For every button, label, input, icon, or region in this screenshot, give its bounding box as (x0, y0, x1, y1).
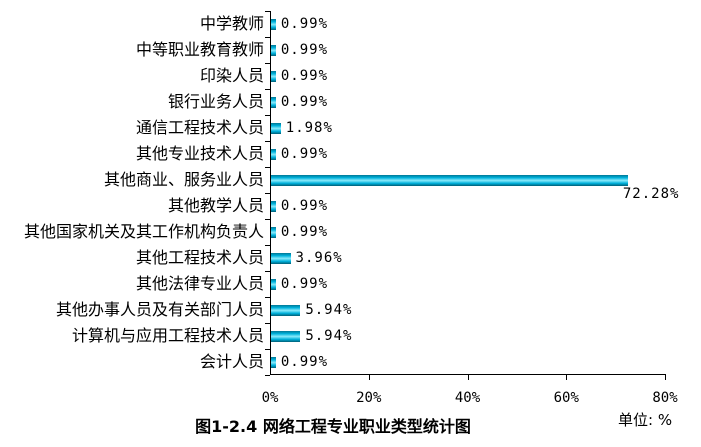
category-label: 会计人员 (199, 352, 264, 371)
chart-row: 其他商业、服务业人员 72.28% (0, 167, 701, 202)
chart-row: 其他工程技术人员 3.96% (0, 245, 701, 271)
category-label: 其他教学人员 (167, 196, 264, 215)
y-axis-tick (265, 193, 270, 194)
category-label: 其他专业技术人员 (135, 144, 264, 163)
chart-bar (271, 201, 276, 212)
chart-bar (271, 123, 281, 134)
chart-row: 中学教师 0.99% (0, 11, 701, 37)
x-axis-tick-label: 60% (553, 390, 579, 406)
y-axis-tick (265, 375, 270, 376)
category-label: 其他办事人员及有关部门人员 (55, 300, 264, 319)
bar-rows: 中学教师 0.99% 中等职业教育教师 0.99% 印染人员 0.99% 银行业务人员 0.9… (0, 11, 701, 376)
chart-bar (271, 97, 276, 108)
chart-bar (271, 357, 276, 368)
category-label: 中等职业教育教师 (135, 40, 264, 59)
chart-bar (271, 227, 276, 238)
value-label: 5.94% (305, 328, 353, 344)
y-axis-tick (265, 115, 270, 116)
chart-caption: 图1-2.4 网络工程专业职业类型统计图 (195, 417, 471, 436)
x-axis-tick-label: 20% (356, 390, 382, 406)
y-axis-tick (265, 89, 270, 90)
value-label: 72.28% (622, 186, 680, 202)
y-axis-tick (265, 167, 270, 168)
y-axis-tick (265, 63, 270, 64)
chart-row: 会计人员 0.99% (0, 349, 701, 375)
value-label: 0.99% (280, 16, 329, 32)
chart-bar (271, 305, 300, 316)
category-label: 通信工程技术人员 (135, 118, 264, 137)
y-axis-tick (265, 11, 270, 12)
category-label: 其他国家机关及其工作机构负责人 (23, 222, 264, 241)
x-axis-tick (566, 375, 568, 380)
category-label: 其他工程技术人员 (135, 248, 264, 267)
y-axis-tick (265, 219, 270, 220)
chart-row: 其他办事人员及有关部门人员 5.94% (0, 297, 701, 323)
category-label: 计算机与应用工程技术人员 (71, 326, 264, 345)
value-label: 3.96% (295, 250, 343, 266)
y-axis-tick (265, 271, 270, 272)
y-axis-tick (265, 323, 270, 324)
x-axis-tick (368, 375, 370, 380)
chart-bar (271, 19, 276, 30)
y-axis-tick (265, 349, 270, 350)
chart-bar (271, 253, 291, 264)
value-label: 0.99% (280, 94, 329, 110)
value-label: 0.99% (280, 354, 329, 370)
category-label: 印染人员 (199, 66, 264, 85)
value-label: 5.94% (305, 302, 353, 318)
value-label: 0.99% (280, 198, 329, 214)
category-label: 其他商业、服务业人员 (103, 170, 264, 189)
chart-row: 通信工程技术人员 1.98% (0, 115, 701, 141)
x-axis-tick (665, 375, 666, 380)
value-label: 0.99% (280, 276, 329, 292)
value-label: 0.99% (280, 146, 329, 162)
chart-row: 中等职业教育教师 0.99% (0, 37, 701, 63)
chart-row: 印染人员 0.99% (0, 63, 701, 89)
chart-row: 其他专业技术人员 0.99% (0, 141, 701, 167)
category-label: 银行业务人员 (167, 92, 264, 111)
chart-bar (271, 331, 300, 342)
chart-bar (271, 149, 276, 160)
chart-row: 其他法律专业人员 0.99% (0, 271, 701, 297)
y-axis-tick (265, 297, 270, 298)
unit-label: 单位: % (618, 411, 673, 429)
x-axis-tick-label: 0% (261, 390, 279, 406)
chart-row: 计算机与应用工程技术人员 5.94% (0, 323, 701, 349)
category-label: 中学教师 (199, 14, 264, 33)
chart-row: 其他国家机关及其工作机构负责人 0.99% (0, 219, 701, 245)
chart-row: 其他教学人员 0.99% (0, 193, 701, 219)
y-axis-tick (265, 245, 270, 246)
value-label: 0.99% (280, 42, 329, 58)
value-label: 0.99% (280, 68, 329, 84)
plot-area (270, 11, 666, 375)
x-axis-tick-label: 80% (652, 390, 678, 406)
y-axis-tick (265, 141, 270, 142)
chart-bar (271, 71, 276, 82)
x-axis-tick (467, 375, 469, 380)
x-axis-tick-label: 40% (454, 390, 481, 406)
chart-row: 银行业务人员 0.99% (0, 89, 701, 115)
value-label: 0.99% (280, 224, 329, 240)
category-label: 其他法律专业人员 (135, 274, 264, 293)
y-axis-tick (265, 37, 270, 38)
chart-bar (271, 175, 628, 186)
chart-bar (271, 279, 276, 290)
chart-bar (271, 45, 276, 56)
value-label: 1.98% (285, 120, 333, 136)
